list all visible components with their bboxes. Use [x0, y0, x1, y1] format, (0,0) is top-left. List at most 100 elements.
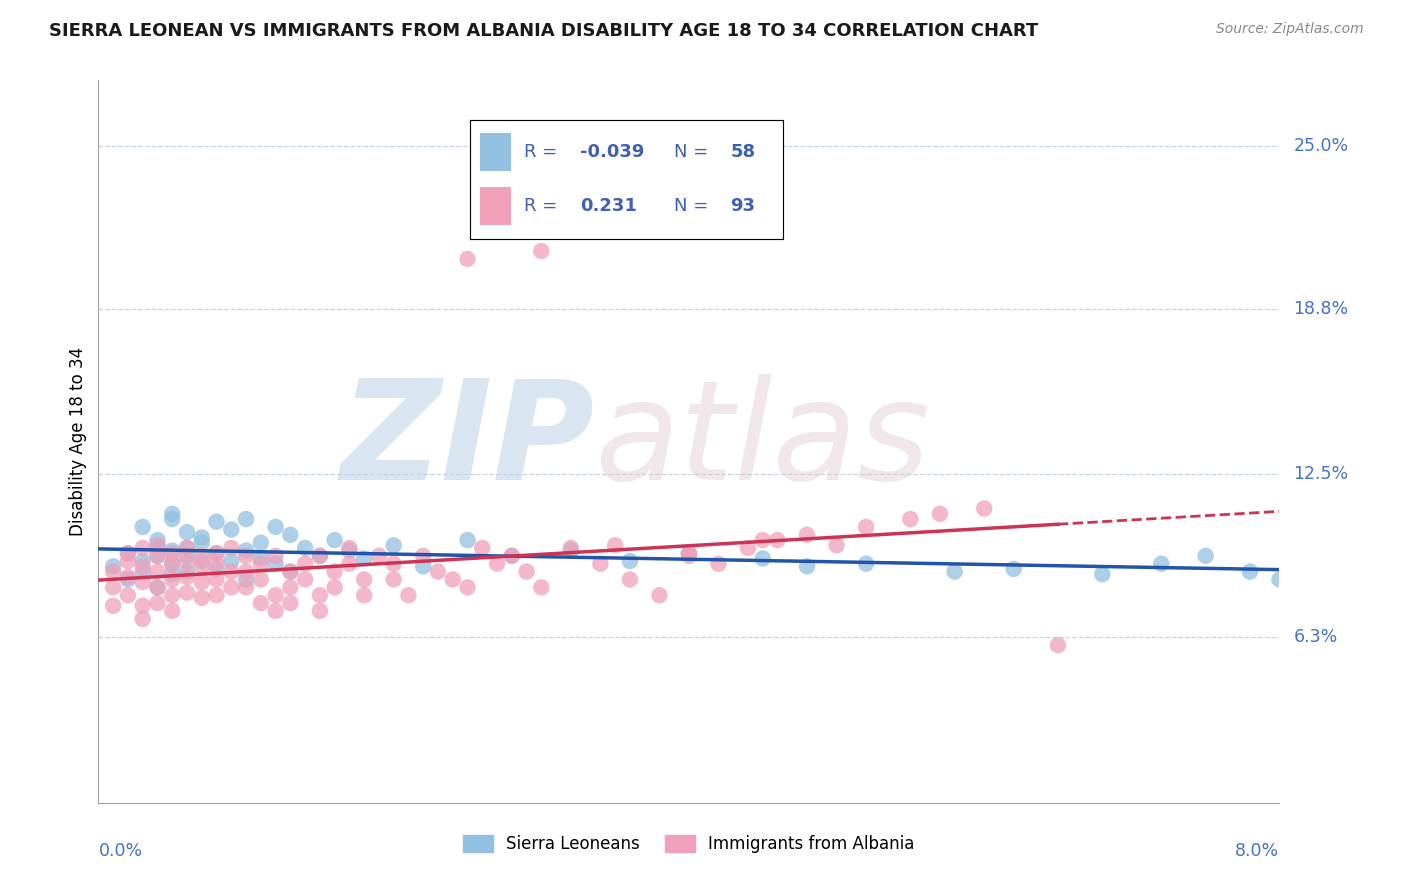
- Point: [457, 252, 479, 266]
- Point: [412, 559, 434, 574]
- Point: [162, 546, 183, 560]
- Point: [250, 551, 273, 566]
- Point: [294, 557, 316, 571]
- Point: [339, 541, 361, 555]
- Point: [103, 559, 125, 574]
- Point: [117, 573, 139, 587]
- Point: [766, 533, 789, 547]
- Point: [619, 554, 641, 568]
- Point: [264, 604, 287, 618]
- Point: [176, 585, 198, 599]
- Point: [235, 573, 257, 587]
- Point: [191, 559, 214, 574]
- Point: [146, 538, 169, 552]
- Point: [752, 551, 775, 566]
- Point: [530, 580, 553, 594]
- Point: [678, 546, 700, 560]
- Point: [221, 541, 243, 555]
- Point: [162, 604, 183, 618]
- Point: [205, 546, 228, 560]
- Point: [162, 557, 183, 571]
- Point: [162, 507, 183, 521]
- Point: [117, 554, 139, 568]
- Point: [162, 543, 183, 558]
- Point: [264, 549, 287, 563]
- Point: [235, 580, 257, 594]
- Point: [678, 549, 700, 563]
- Point: [353, 573, 375, 587]
- Point: [176, 541, 198, 555]
- Point: [1268, 573, 1291, 587]
- Point: [146, 565, 169, 579]
- Point: [117, 546, 139, 560]
- Point: [162, 557, 183, 571]
- Point: [855, 557, 877, 571]
- Point: [280, 565, 302, 579]
- Point: [146, 580, 169, 594]
- Point: [605, 538, 627, 552]
- Point: [1195, 549, 1218, 563]
- Legend: Sierra Leoneans, Immigrants from Albania: Sierra Leoneans, Immigrants from Albania: [457, 828, 921, 860]
- Point: [132, 559, 155, 574]
- Point: [264, 520, 287, 534]
- Point: [146, 596, 169, 610]
- Point: [530, 244, 553, 258]
- Point: [589, 557, 612, 571]
- Text: atlas: atlas: [595, 374, 931, 509]
- Point: [323, 565, 346, 579]
- Point: [205, 562, 228, 576]
- Point: [457, 533, 479, 547]
- Point: [146, 549, 169, 563]
- Point: [132, 554, 155, 568]
- Point: [132, 520, 155, 534]
- Point: [382, 573, 405, 587]
- Point: [264, 557, 287, 571]
- Y-axis label: Disability Age 18 to 34: Disability Age 18 to 34: [69, 347, 87, 536]
- Point: [309, 549, 332, 563]
- Point: [855, 520, 877, 534]
- Point: [427, 565, 450, 579]
- Point: [146, 538, 169, 552]
- Point: [486, 557, 509, 571]
- Point: [943, 565, 966, 579]
- Point: [103, 565, 125, 579]
- Point: [323, 533, 346, 547]
- Point: [382, 557, 405, 571]
- Point: [294, 541, 316, 555]
- Point: [368, 549, 391, 563]
- Point: [457, 580, 479, 594]
- Point: [412, 549, 434, 563]
- Point: [146, 549, 169, 563]
- Point: [132, 612, 155, 626]
- Point: [900, 512, 922, 526]
- Point: [280, 580, 302, 594]
- Point: [132, 575, 155, 590]
- Point: [264, 588, 287, 602]
- Text: 12.5%: 12.5%: [1294, 466, 1348, 483]
- Point: [205, 546, 228, 560]
- Point: [132, 599, 155, 613]
- Point: [825, 538, 848, 552]
- Point: [235, 543, 257, 558]
- Point: [191, 554, 214, 568]
- Point: [1002, 562, 1025, 576]
- Point: [339, 557, 361, 571]
- Point: [235, 549, 257, 563]
- Point: [221, 580, 243, 594]
- Point: [162, 567, 183, 582]
- Point: [796, 559, 818, 574]
- Point: [162, 573, 183, 587]
- Point: [176, 570, 198, 584]
- Point: [501, 549, 523, 563]
- Point: [176, 565, 198, 579]
- Point: [737, 541, 759, 555]
- Point: [280, 596, 302, 610]
- Point: [146, 580, 169, 594]
- Point: [191, 549, 214, 563]
- Point: [117, 546, 139, 560]
- Point: [191, 591, 214, 605]
- Text: Source: ZipAtlas.com: Source: ZipAtlas.com: [1216, 22, 1364, 37]
- Point: [353, 551, 375, 566]
- Point: [103, 580, 125, 594]
- Point: [353, 588, 375, 602]
